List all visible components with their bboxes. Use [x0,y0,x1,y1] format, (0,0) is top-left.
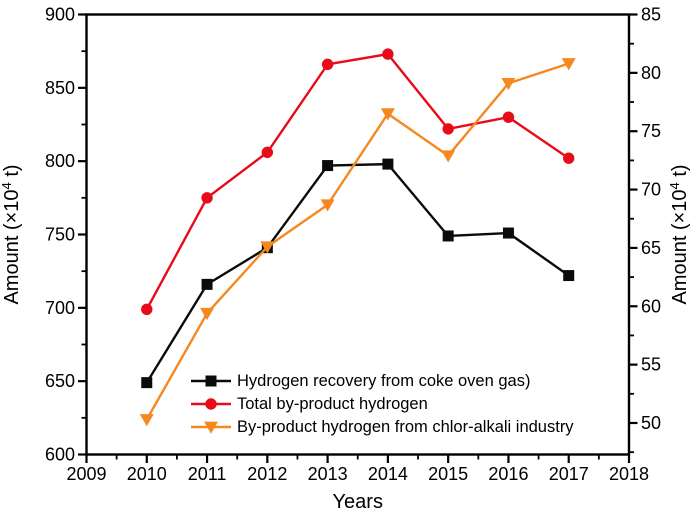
x-tick-label: 2011 [188,464,227,484]
series-line [145,162,570,384]
y-left-tick-label: 800 [45,151,75,171]
x-axis: 2009 2010 2011 2012 2013 2014 2015 2016 2017 2018… [66,454,649,513]
data-point-marker [201,192,213,204]
data-point-marker [320,199,335,212]
legend-item-hydrogen-recovery-from-coke-oven-gas: Hydrogen recovery from coke oven gas) [191,372,530,390]
data-point-marker [442,123,454,135]
y-left-tick-label: 900 [45,5,75,25]
y-left-tick-label: 850 [45,78,75,98]
data-point-marker [563,270,575,282]
data-point-marker [563,152,575,164]
y-right-tick-label: 85 [641,5,661,25]
data-point-marker [261,146,274,159]
data-point-marker [139,414,154,427]
x-tick-label: 2014 [368,464,408,484]
x-tick-label: 2012 [247,464,287,484]
y-right-tick-label: 65 [641,238,661,258]
data-point-marker [380,108,395,121]
y-right-tick-label: 70 [641,180,661,200]
data-point-marker [441,150,456,163]
y-right-tick-label: 75 [641,121,661,141]
y-left-tick-label: 600 [45,445,75,465]
y-left-tick-label: 700 [45,298,75,318]
y-axis-left: 600 650 700 750 800 850 900 Amount (×104 t) [0,5,87,465]
y-right-tick-label: 55 [641,355,661,375]
y-left-tick-label: 650 [45,371,75,391]
legend-label: By-product hydrogen from chlor-alkali in… [237,418,574,436]
data-point-marker [382,48,394,60]
series-line [145,52,570,310]
legend-marker-circle-icon [205,398,217,410]
data-point-marker [382,158,394,170]
series-by-product-hydrogen-from-chlor-alkali-in [139,58,576,427]
y-right-axis-title: Amount (×104 t) [667,164,691,304]
y-axis-right: 50 55 60 65 70 75 80 85 Amount (×104 t) [629,5,691,454]
x-tick-label: 2013 [308,464,348,484]
series-line [145,62,570,421]
legend-marker-square-icon [205,375,217,387]
x-tick-label: 2015 [428,464,468,484]
data-point-marker [200,307,215,321]
data-point-marker [502,227,514,239]
x-tick-label: 2009 [66,464,106,484]
data-point-marker [501,77,516,91]
data-point-marker [321,58,334,71]
x-tick-label: 2016 [488,464,528,484]
x-tick-label: 2018 [609,464,649,484]
legend: Hydrogen recovery from coke oven gas) Tot… [191,372,574,436]
series-total-by-product-hydrogen [141,48,575,315]
y-right-tick-label: 50 [641,413,661,433]
data-point-marker [141,303,153,315]
legend-marker-triangle-down-icon [204,421,218,434]
y-left-axis-title: Amount (×104 t) [0,164,23,304]
x-tick-label: 2010 [127,464,167,484]
x-axis-title: Years [333,491,383,513]
legend-item-by-product-hydrogen-from-chlor-alkali-in: By-product hydrogen from chlor-alkali in… [191,418,574,436]
legend-item-total-by-product-hydrogen: Total by-product hydrogen [191,395,428,413]
legend-label: Total by-product hydrogen [237,395,428,413]
data-point-marker [260,241,275,254]
data-point-marker [561,58,576,71]
y-right-tick-label: 80 [641,63,661,83]
data-point-marker [502,111,515,123]
data-point-marker [322,160,334,172]
legend-label: Hydrogen recovery from coke oven gas) [237,372,530,390]
data-point-marker [201,278,213,290]
y-left-tick-label: 750 [45,225,75,245]
data-point-marker [442,230,454,242]
x-tick-label: 2017 [549,464,589,484]
y-right-tick-label: 60 [641,296,661,316]
data-point-marker [141,377,153,389]
